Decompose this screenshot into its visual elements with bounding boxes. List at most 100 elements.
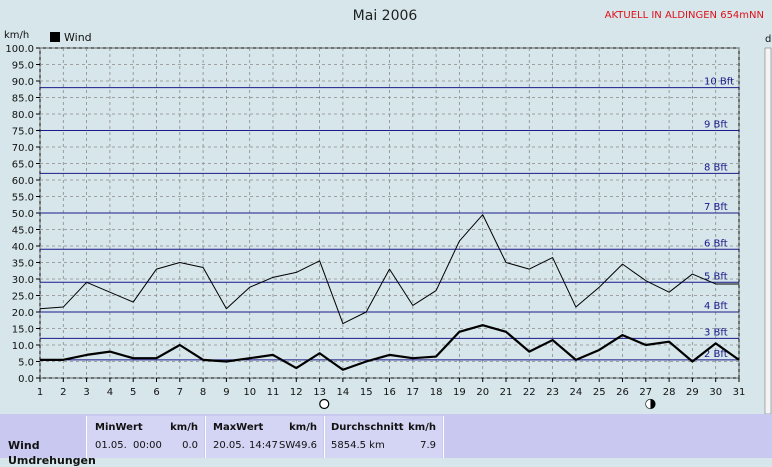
- x-tick-label-11: 12: [290, 387, 303, 398]
- x-tick-label-29: 30: [709, 387, 722, 398]
- chart-title: Mai 2006: [353, 8, 418, 24]
- x-tick-label-16: 17: [406, 387, 419, 398]
- stats-min-time: 00:00: [133, 440, 162, 451]
- wind-chart: Mai 2006 AKTUELL IN ALDINGEN 654mNN km/h…: [4, 8, 772, 414]
- x-tick-label-26: 27: [639, 387, 652, 398]
- y-tick-label-1: 5.0: [18, 358, 34, 369]
- right-axis-unit: d: [765, 34, 771, 45]
- stats-min-cell: MinWert km/h 01.05. 00:00 0.0: [86, 416, 204, 458]
- legend-label-wind: Wind: [64, 31, 92, 44]
- series-lines: [39, 214, 740, 371]
- y-axis-ticks: 0.0 5.0 10.0 15.0 20.0 25.0 30.0 35.0 40.0 45.0 50…: [5, 44, 40, 385]
- legend-swatch-wind: [50, 32, 60, 42]
- y-tick-label-20: 100.0: [5, 44, 34, 55]
- y-tick-label-16: 80.0: [12, 110, 34, 121]
- beaufort-lines: 2 Bft 3 Bft 4 Bft 5 Bft 6 Bft 7 Bft 8 Bft 9 Bft…: [40, 77, 739, 361]
- y-tick-label-10: 50.0: [12, 209, 34, 220]
- stats-panel: Wind Umdrehungen MinWert km/h 01.05. 00:…: [0, 414, 772, 467]
- y-tick-label-3: 15.0: [12, 325, 34, 336]
- stats-max-time: 14:47: [249, 440, 278, 451]
- moon-new-icon-light: [645, 399, 651, 409]
- x-tick-label-1: 2: [60, 387, 66, 398]
- y-tick-label-12: 60.0: [12, 176, 34, 187]
- y-tick-label-5: 25.0: [12, 292, 34, 303]
- y-tick-label-18: 90.0: [12, 77, 34, 88]
- x-tick-label-14: 15: [360, 387, 373, 398]
- stats-max-value: 49.6: [294, 440, 317, 451]
- x-tick-label-18: 19: [453, 387, 466, 398]
- x-tick-label-3: 4: [107, 387, 113, 398]
- stats-avg-unit: km/h: [408, 422, 436, 433]
- stats-avg-cell: Durchschnitt km/h 5854.5 km 7.9: [324, 416, 442, 458]
- y-tick-label-19: 95.0: [12, 61, 34, 72]
- x-axis-ticks: 1 2 3 4 5 6 7 8 9 10 11 12 13 14 15 16 17 18 19 20 21 22 23 24 2…: [37, 378, 746, 398]
- y-tick-label-13: 65.0: [12, 160, 34, 171]
- y-tick-label-6: 30.0: [12, 275, 34, 286]
- stats-row-label: Wind: [8, 439, 40, 452]
- x-tick-label-24: 25: [593, 387, 606, 398]
- stats-max-header: MaxWert: [213, 422, 264, 433]
- y-tick-label-8: 40.0: [12, 242, 34, 253]
- x-tick-label-20: 21: [500, 387, 513, 398]
- x-tick-label-21: 22: [523, 387, 536, 398]
- x-tick-label-22: 23: [546, 387, 559, 398]
- x-tick-label-9: 10: [243, 387, 256, 398]
- x-tick-label-28: 29: [686, 387, 699, 398]
- beaufort-label-4: 6 Bft: [704, 238, 728, 249]
- x-tick-label-12: 13: [313, 387, 326, 398]
- stats-max-cell: MaxWert km/h 20.05. 14:47 SW 49.6: [205, 416, 323, 458]
- y-tick-label-7: 35.0: [12, 259, 34, 270]
- stats-min-date: 01.05.: [95, 440, 127, 451]
- y-tick-label-15: 75.0: [12, 127, 34, 138]
- x-tick-label-27: 28: [663, 387, 676, 398]
- beaufort-label-8: 10 Bft: [704, 77, 734, 88]
- y-tick-label-14: 70.0: [12, 143, 34, 154]
- x-tick-label-30: 31: [733, 387, 746, 398]
- x-tick-label-5: 6: [153, 387, 159, 398]
- stats-max-date: 20.05.: [213, 440, 245, 451]
- beaufort-label-2: 4 Bft: [704, 301, 728, 312]
- y-tick-label-0: 0.0: [18, 374, 34, 385]
- brand-label: AKTUELL IN ALDINGEN 654mNN: [605, 10, 764, 21]
- y-tick-label-2: 10.0: [12, 341, 34, 352]
- stats-max-unit: km/h: [289, 422, 317, 433]
- beaufort-label-1: 3 Bft: [704, 327, 728, 338]
- beaufort-label-7: 9 Bft: [704, 120, 728, 131]
- stats-row-label-2: Umdrehungen: [8, 454, 96, 467]
- y-tick-label-17: 85.0: [12, 94, 34, 105]
- stats-avg-distance: 5854.5 km: [331, 440, 385, 451]
- y-tick-label-11: 55.0: [12, 193, 34, 204]
- stats-empty-cell: [443, 416, 772, 458]
- stats-min-value: 0.0: [182, 440, 198, 451]
- x-tick-label-2: 3: [83, 387, 89, 398]
- series-line-gust: [39, 214, 739, 325]
- x-tick-label-8: 9: [223, 387, 229, 398]
- x-tick-label-15: 16: [383, 387, 396, 398]
- x-tick-label-0: 1: [37, 387, 43, 398]
- stats-min-header: MinWert: [95, 422, 143, 433]
- moon-full-icon: [319, 398, 330, 410]
- x-tick-label-25: 26: [616, 387, 629, 398]
- x-tick-label-17: 18: [430, 387, 443, 398]
- x-tick-label-4: 5: [130, 387, 136, 398]
- x-tick-label-10: 11: [267, 387, 280, 398]
- stats-avg-value: 7.9: [420, 440, 436, 451]
- x-tick-label-19: 20: [476, 387, 489, 398]
- stats-avg-header: Durchschnitt: [331, 422, 404, 433]
- x-tick-label-13: 14: [337, 387, 350, 398]
- beaufort-label-5: 7 Bft: [704, 202, 728, 213]
- x-tick-label-7: 8: [200, 387, 206, 398]
- stats-max-dir: SW: [279, 440, 296, 451]
- beaufort-label-3: 5 Bft: [704, 271, 728, 282]
- y-tick-label-9: 45.0: [12, 226, 34, 237]
- right-scroll-edge: [764, 47, 772, 414]
- beaufort-label-6: 8 Bft: [704, 162, 728, 173]
- stats-min-unit: km/h: [170, 422, 198, 433]
- beaufort-label-0: 2 Bft: [704, 349, 728, 360]
- y-tick-label-4: 20.0: [12, 308, 34, 319]
- series-line-mean: [40, 324, 740, 371]
- x-tick-label-23: 24: [570, 387, 583, 398]
- x-tick-label-6: 7: [177, 387, 183, 398]
- y-axis-unit: km/h: [4, 30, 29, 41]
- moon-phase-markers: [319, 398, 656, 410]
